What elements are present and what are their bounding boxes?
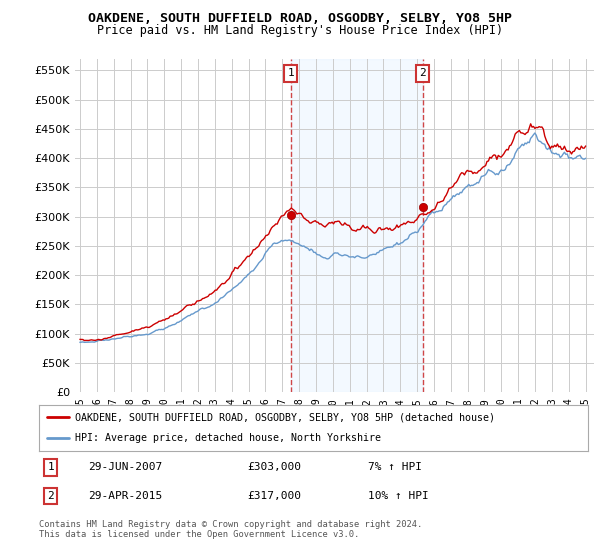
Text: 2: 2 bbox=[47, 491, 54, 501]
Text: OAKDENE, SOUTH DUFFIELD ROAD, OSGODBY, SELBY, YO8 5HP (detached house): OAKDENE, SOUTH DUFFIELD ROAD, OSGODBY, S… bbox=[74, 412, 494, 422]
Text: 7% ↑ HPI: 7% ↑ HPI bbox=[368, 463, 422, 473]
Text: HPI: Average price, detached house, North Yorkshire: HPI: Average price, detached house, Nort… bbox=[74, 433, 380, 444]
Text: 29-JUN-2007: 29-JUN-2007 bbox=[88, 463, 163, 473]
Text: 1: 1 bbox=[287, 68, 294, 78]
Text: 2: 2 bbox=[419, 68, 426, 78]
Text: OAKDENE, SOUTH DUFFIELD ROAD, OSGODBY, SELBY, YO8 5HP: OAKDENE, SOUTH DUFFIELD ROAD, OSGODBY, S… bbox=[88, 12, 512, 25]
Text: £317,000: £317,000 bbox=[248, 491, 302, 501]
Text: £303,000: £303,000 bbox=[248, 463, 302, 473]
Bar bbox=[290, 59, 422, 392]
Text: 29-APR-2015: 29-APR-2015 bbox=[88, 491, 163, 501]
Text: 1: 1 bbox=[47, 463, 54, 473]
Text: Contains HM Land Registry data © Crown copyright and database right 2024.
This d: Contains HM Land Registry data © Crown c… bbox=[39, 520, 422, 539]
Text: Price paid vs. HM Land Registry's House Price Index (HPI): Price paid vs. HM Land Registry's House … bbox=[97, 24, 503, 36]
Text: 10% ↑ HPI: 10% ↑ HPI bbox=[368, 491, 429, 501]
